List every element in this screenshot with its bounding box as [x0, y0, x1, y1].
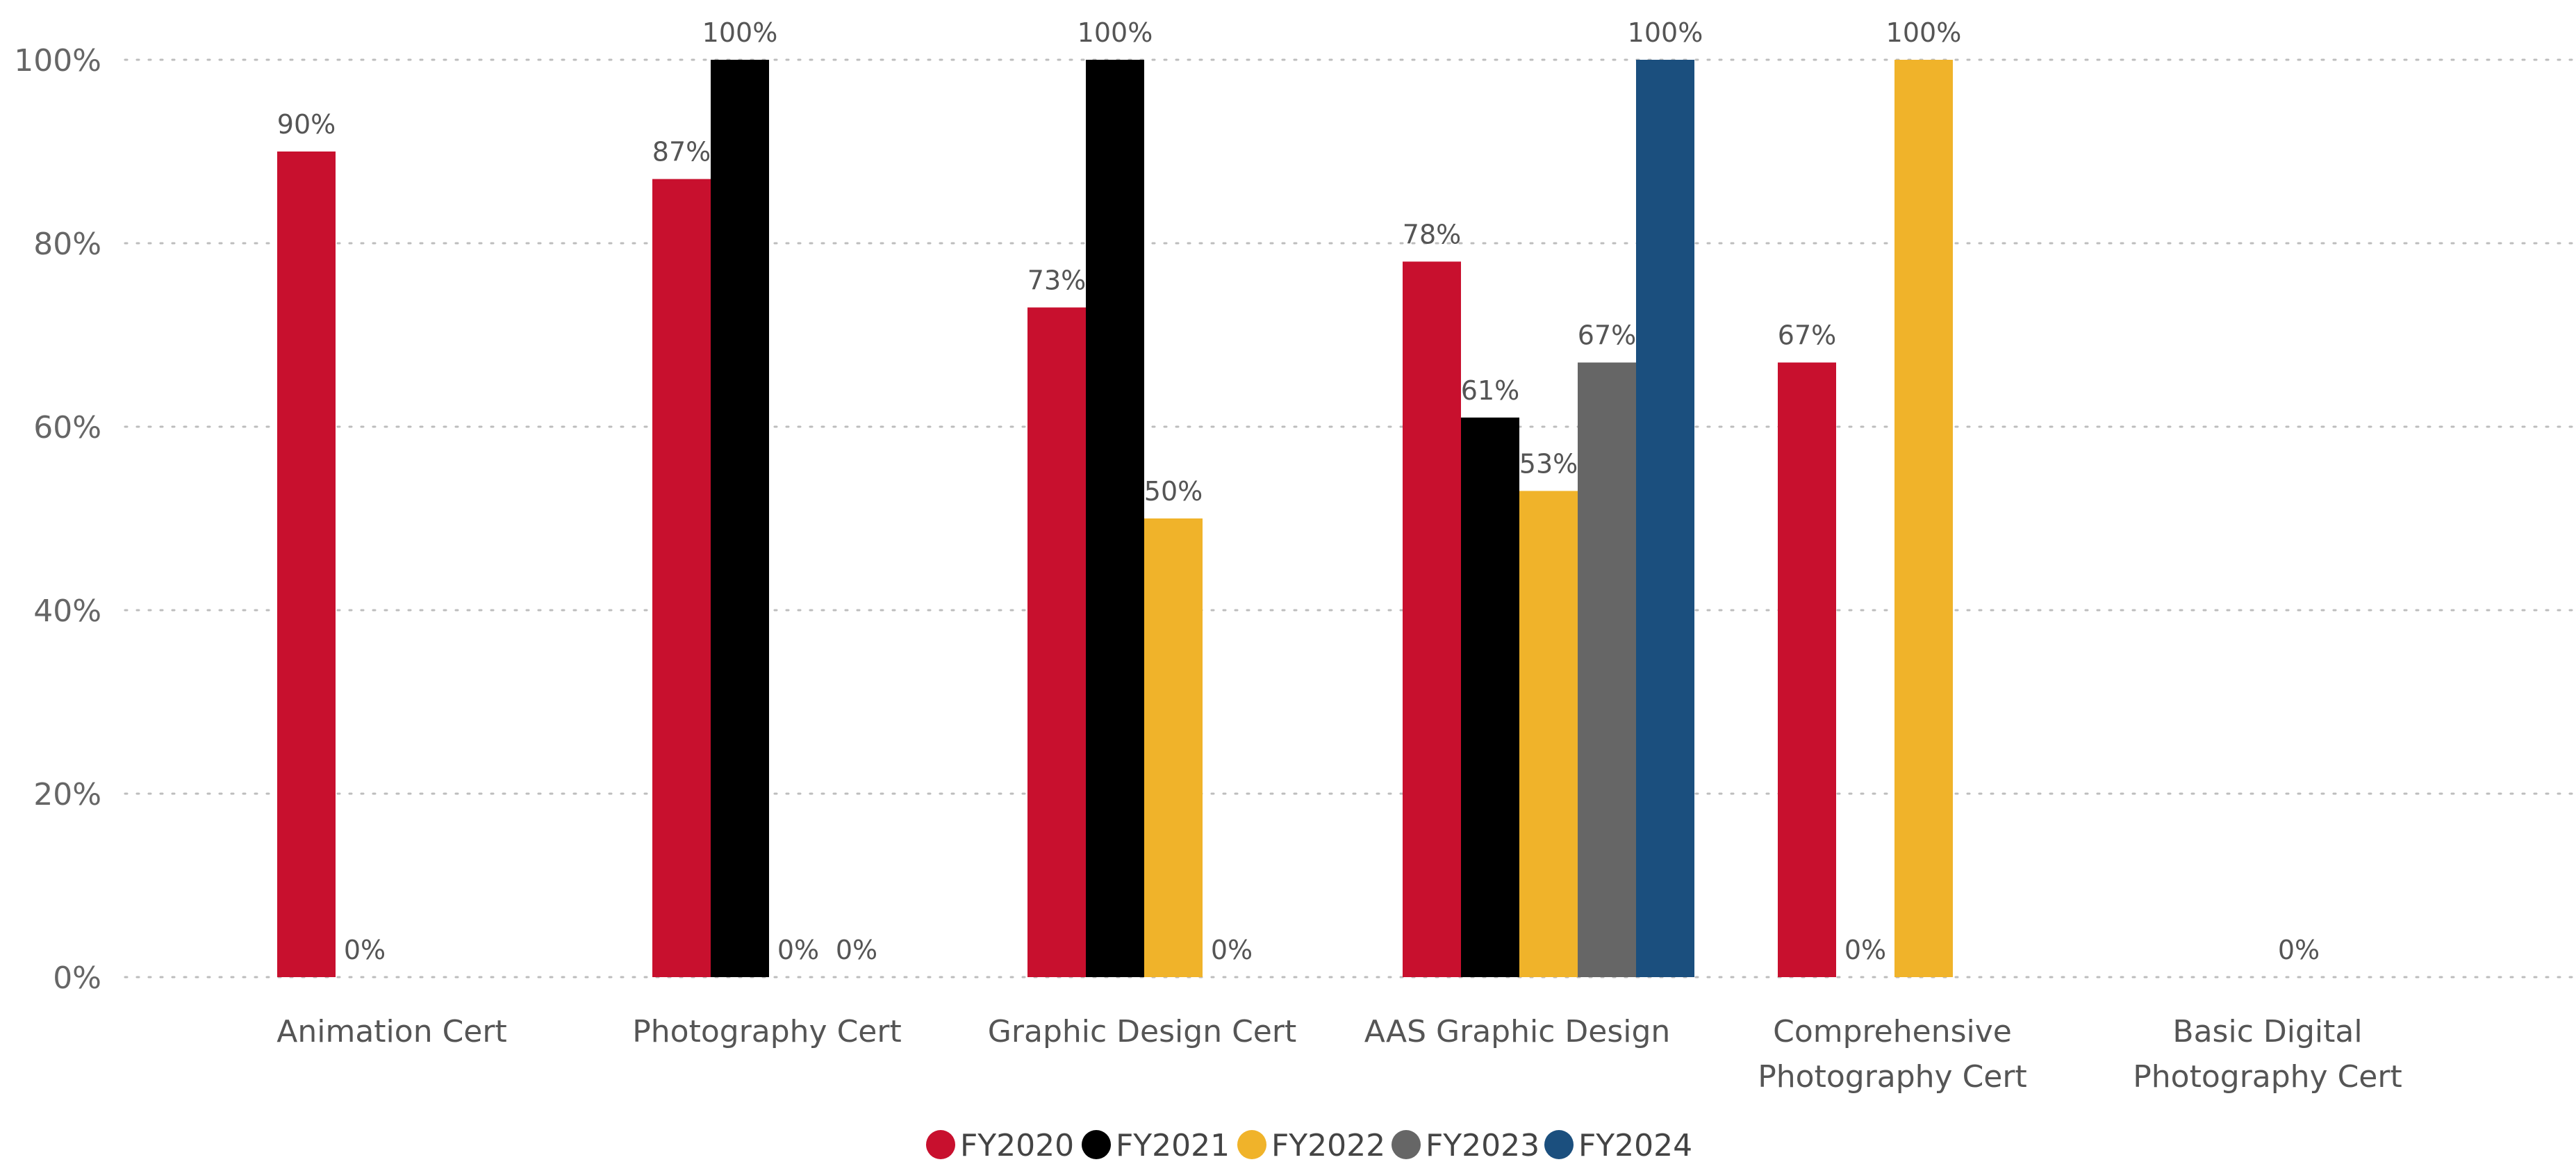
bar[interactable]: [711, 60, 769, 977]
data-label: 100%: [1886, 17, 1962, 48]
bar[interactable]: [1461, 417, 1519, 977]
bar[interactable]: [277, 152, 336, 977]
legend-swatch: [1392, 1130, 1421, 1159]
category-label: Animation Cert: [276, 1014, 506, 1049]
legend-label: FY2023: [1426, 1128, 1539, 1162]
bar[interactable]: [1403, 261, 1461, 977]
legend-item[interactable]: FY2021: [1082, 1128, 1230, 1162]
legend-swatch: [1082, 1130, 1111, 1159]
gridlines: [124, 58, 2576, 979]
category-label: Photography Cert: [1758, 1059, 2026, 1095]
data-label: 53%: [1519, 448, 1578, 479]
data-label: 100%: [702, 17, 778, 48]
legend-label: FY2024: [1578, 1128, 1692, 1162]
legend-label: FY2022: [1271, 1128, 1385, 1162]
category-label: AAS Graphic Design: [1364, 1014, 1671, 1049]
legend-item[interactable]: FY2023: [1392, 1128, 1539, 1162]
data-label: 0%: [1844, 935, 1886, 965]
bar[interactable]: [1636, 60, 1694, 977]
legend-item[interactable]: FY2020: [926, 1128, 1074, 1162]
category-label: Graphic Design Cert: [988, 1014, 1296, 1049]
y-tick-label: 100%: [14, 43, 101, 79]
y-tick-label: 0%: [53, 960, 101, 996]
legend-label: FY2020: [960, 1128, 1074, 1162]
data-label: 0%: [2278, 935, 2320, 965]
y-tick-label: 20%: [33, 777, 101, 812]
bar[interactable]: [1519, 491, 1578, 977]
data-label: 78%: [1403, 219, 1461, 249]
y-tick-label: 40%: [33, 594, 101, 629]
data-label: 0%: [344, 935, 386, 965]
bar[interactable]: [1578, 362, 1636, 977]
data-label: 0%: [1211, 935, 1253, 965]
data-label: 67%: [1578, 320, 1636, 351]
data-label: 61%: [1461, 375, 1519, 406]
y-tick-label: 80%: [33, 227, 101, 262]
bar[interactable]: [1144, 518, 1203, 977]
bar[interactable]: [1027, 307, 1086, 977]
legend-swatch: [1237, 1130, 1266, 1159]
legend-item[interactable]: FY2022: [1237, 1128, 1385, 1162]
data-label: 100%: [1628, 17, 1703, 48]
data-label: 100%: [1078, 17, 1153, 48]
bars: [277, 60, 1953, 978]
bar[interactable]: [1894, 60, 1953, 977]
bar[interactable]: [1778, 362, 1836, 977]
data-labels: 90% 0% 87% 100% 0% 0% 73% 100% 50% 0% 78% 61% 53% 67%…: [277, 17, 2320, 965]
y-tick-label: 60%: [33, 410, 101, 445]
y-axis-tick-labels: 0% 20% 40% 60% 80% 100%: [14, 43, 101, 996]
data-label: 0%: [777, 935, 819, 965]
legend-item[interactable]: FY2024: [1544, 1128, 1692, 1162]
category-label: Basic Digital: [2172, 1014, 2362, 1049]
category-label: Photography Cert: [2133, 1059, 2402, 1095]
legend-swatch: [926, 1130, 955, 1159]
bar[interactable]: [652, 179, 711, 978]
data-label: 90%: [277, 109, 336, 140]
data-label: 73%: [1027, 265, 1086, 295]
data-label: 87%: [652, 137, 711, 167]
category-label: Comprehensive: [1773, 1014, 2012, 1049]
legend: FY2020 FY2021 FY2022 FY2023 FY2024: [926, 1128, 1692, 1162]
x-axis-category-labels: Animation Cert Photography Cert Graphic De…: [276, 1014, 2402, 1095]
data-label: 50%: [1144, 476, 1203, 507]
category-label: Photography Cert: [632, 1014, 901, 1049]
legend-swatch: [1544, 1130, 1574, 1159]
data-label: 0%: [836, 935, 877, 965]
legend-label: FY2021: [1116, 1128, 1230, 1162]
bar[interactable]: [1086, 60, 1144, 977]
data-label: 67%: [1778, 320, 1836, 351]
